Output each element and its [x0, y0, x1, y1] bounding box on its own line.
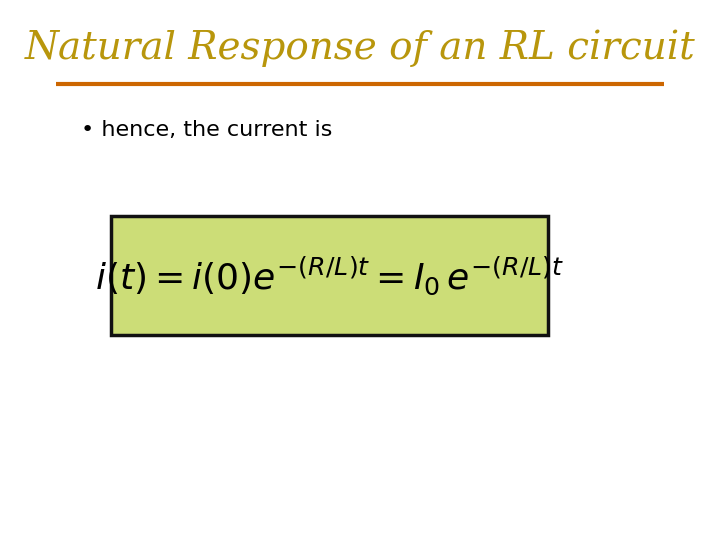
Text: • hence, the current is: • hence, the current is	[81, 119, 332, 140]
FancyBboxPatch shape	[111, 216, 548, 335]
Text: $i(t) = i(0)e^{-(R/L)t} = I_0\, e^{-(R/L)t}$: $i(t) = i(0)e^{-(R/L)t} = I_0\, e^{-(R/L…	[95, 254, 564, 296]
Text: Natural Response of an RL circuit: Natural Response of an RL circuit	[24, 30, 696, 68]
